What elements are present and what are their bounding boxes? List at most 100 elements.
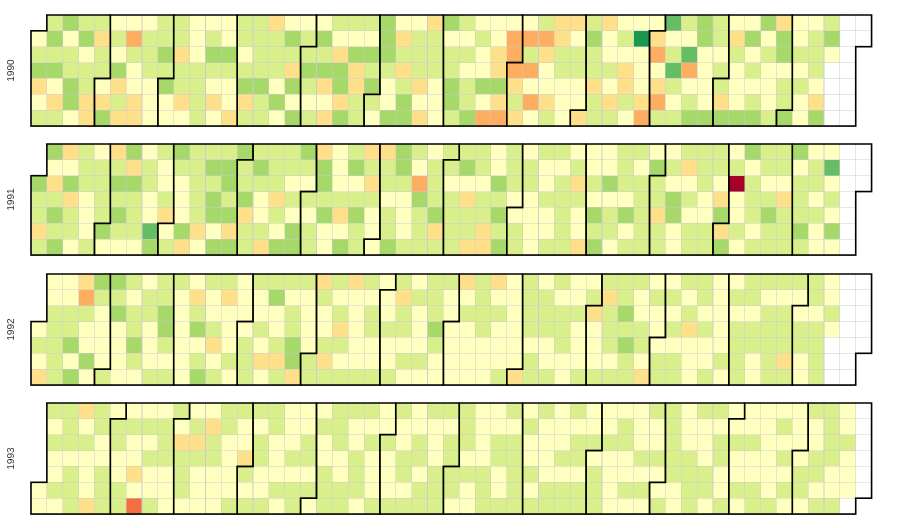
day-cell <box>125 223 143 240</box>
day-cell <box>363 434 381 451</box>
day-cell <box>62 402 79 420</box>
day-cell <box>205 159 222 177</box>
day-cell <box>62 368 79 386</box>
day-cell <box>94 466 111 483</box>
day-cell <box>236 418 254 436</box>
day-cell <box>522 434 539 451</box>
day-cell <box>316 434 333 451</box>
day-cell <box>46 62 64 79</box>
day-cell <box>252 62 270 79</box>
day-cell <box>332 337 349 354</box>
day-cell <box>728 223 746 240</box>
day-cell <box>284 94 301 111</box>
day-cell <box>665 143 682 161</box>
day-cell <box>78 30 95 48</box>
day-cell <box>205 481 222 499</box>
day-cell <box>157 159 175 177</box>
day-cell <box>696 143 714 161</box>
day-cell <box>268 207 286 224</box>
day-cell <box>617 207 634 224</box>
day-cell <box>379 62 397 79</box>
day-cell <box>538 352 555 370</box>
day-cell <box>173 62 190 79</box>
day-cell <box>94 434 111 451</box>
day-cell <box>363 207 381 224</box>
day-cell <box>427 368 444 386</box>
day-cell <box>823 143 841 161</box>
day-cell <box>236 109 254 127</box>
day-cell <box>252 273 270 291</box>
day-cell <box>696 352 714 370</box>
day-cell <box>94 289 111 307</box>
day-cell <box>601 175 619 192</box>
day-cell <box>665 368 682 386</box>
day-cell <box>395 46 412 63</box>
day-cell <box>332 305 349 322</box>
day-cell <box>744 321 761 338</box>
day-cell <box>411 273 428 291</box>
day-cell <box>712 481 730 499</box>
day-cell <box>316 191 333 208</box>
day-cell <box>252 466 270 483</box>
day-cell <box>506 402 523 420</box>
day-cell <box>300 434 317 451</box>
day-cell <box>125 368 143 386</box>
day-cell <box>649 337 666 354</box>
day-cell <box>284 368 301 386</box>
day-cell <box>474 418 492 436</box>
day-cell <box>474 289 492 307</box>
day-cell <box>173 352 190 370</box>
day-cell <box>490 450 508 467</box>
day-cell <box>284 238 301 256</box>
day-cell <box>490 46 508 63</box>
day-cell <box>316 207 333 224</box>
day-cell <box>62 321 79 338</box>
day-cell <box>490 434 508 451</box>
day-cell <box>490 62 508 79</box>
day-cell <box>855 159 872 177</box>
day-cell <box>474 402 492 420</box>
day-cell <box>189 14 206 32</box>
day-cell <box>284 14 301 32</box>
day-cell <box>522 223 539 240</box>
day-cell <box>236 238 254 256</box>
day-cell <box>665 466 682 483</box>
day-cell <box>411 434 428 451</box>
day-cell <box>649 481 666 499</box>
day-cell <box>30 191 48 208</box>
day-cell <box>157 143 175 161</box>
day-cell <box>332 238 349 256</box>
day-cell <box>458 191 476 208</box>
day-cell <box>744 78 761 95</box>
day-cell <box>110 289 127 307</box>
day-cell <box>141 402 159 420</box>
day-cell <box>617 466 634 483</box>
day-cell <box>110 434 127 451</box>
day-cell <box>490 78 508 95</box>
day-cell <box>268 481 286 499</box>
day-cell <box>506 238 523 256</box>
day-cell <box>316 238 333 256</box>
day-cell <box>728 175 746 192</box>
day-cell <box>522 207 539 224</box>
day-cell <box>569 46 587 63</box>
day-cell <box>776 30 793 48</box>
year-label: 1993 <box>6 447 17 470</box>
day-cell <box>728 450 746 467</box>
day-cell <box>221 94 238 111</box>
day-cell <box>760 497 777 515</box>
day-cell <box>855 481 872 499</box>
day-cell <box>538 450 555 467</box>
year-label: 1992 <box>6 318 17 341</box>
day-cell <box>617 368 634 386</box>
day-cell <box>157 62 175 79</box>
day-cell <box>189 30 206 48</box>
year-label: 1991 <box>6 188 17 211</box>
day-cell <box>776 191 793 208</box>
day-cell <box>363 143 381 161</box>
day-cell <box>30 352 48 370</box>
day-cell <box>680 273 698 291</box>
day-cell <box>665 62 682 79</box>
day-cell <box>585 143 603 161</box>
day-cell <box>665 94 682 111</box>
